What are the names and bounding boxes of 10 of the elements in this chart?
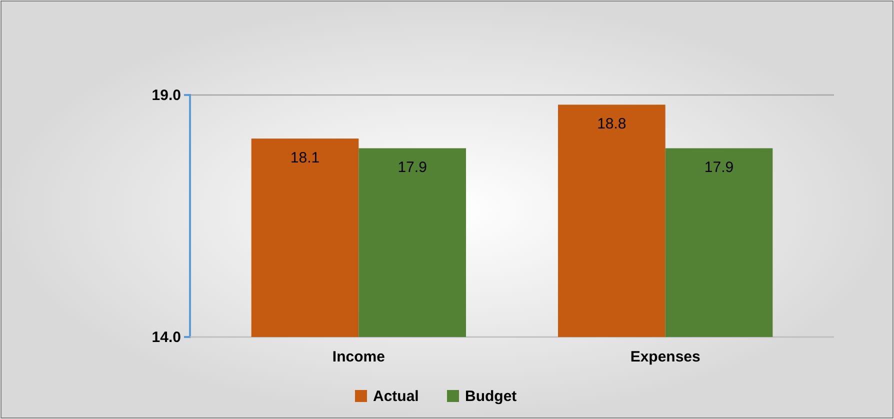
x-tick-label: Income xyxy=(332,348,385,366)
legend-label: Actual xyxy=(373,388,419,405)
legend-label: Budget xyxy=(465,388,517,405)
data-label: 17.9 xyxy=(704,159,734,176)
y-tick-label: 14.0 xyxy=(152,328,181,346)
data-label: 18.1 xyxy=(290,150,320,167)
x-tick-label: Expenses xyxy=(630,348,700,366)
y-tick-label: 19.0 xyxy=(152,86,181,104)
data-label: 17.9 xyxy=(398,159,427,176)
data-label: 18.8 xyxy=(597,116,626,133)
